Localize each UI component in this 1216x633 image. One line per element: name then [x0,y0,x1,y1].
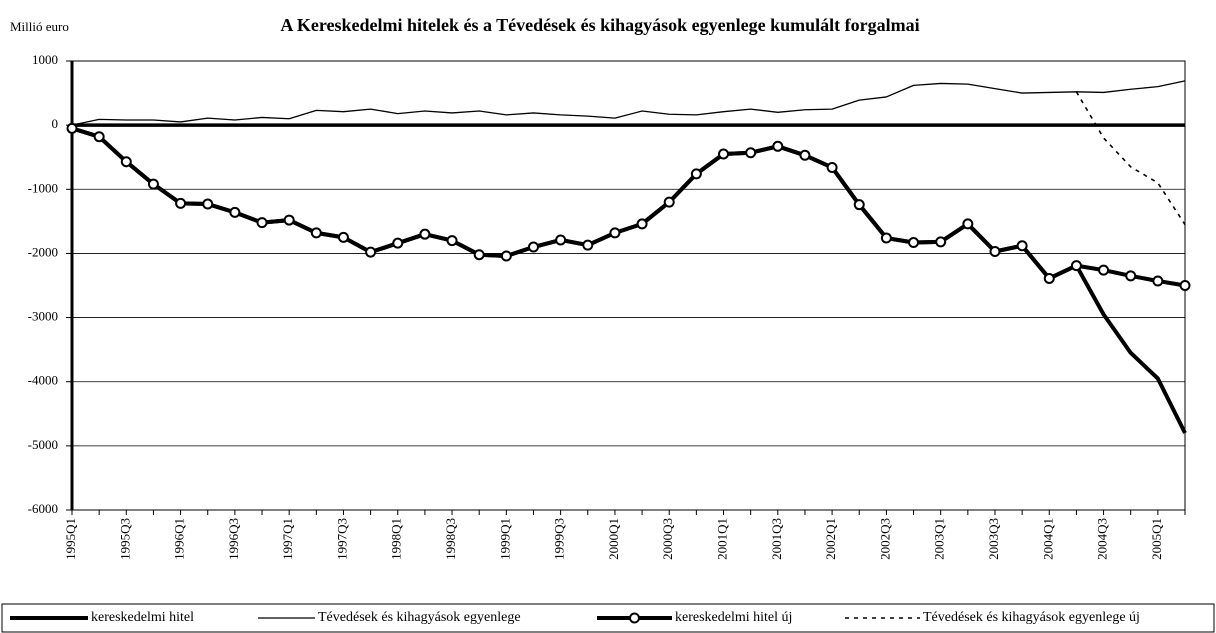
point-marker [419,228,431,240]
chart-title: A Kereskedelmi hitelek és a Tévedések és… [280,15,919,35]
point-marker [66,122,78,134]
legend-box [1,603,1215,633]
x-tick-label: 1996Q1 [172,518,187,560]
point-marker [853,199,865,211]
legend-label: Tévedések és kihagyások egyenlege [318,610,521,625]
point-marker [799,149,811,161]
x-tick-label: 1997Q3 [334,518,349,560]
point-marker [256,217,268,229]
point-marker [582,239,594,251]
point-marker [718,148,730,160]
series-line [1075,91,1186,226]
legend-label: kereskedelmi hitel új [675,610,792,625]
x-tick-label: 2000Q3 [660,518,675,560]
x-tick-label: 2003Q1 [932,518,947,560]
y-tick-label: 1000 [32,52,58,67]
x-tick-label: 1995Q1 [63,518,78,560]
y-axis-label: Millió euro [10,19,69,34]
x-tick-label: 2002Q1 [823,518,838,560]
point-marker [337,231,349,243]
x-tick-label: 2003Q3 [986,518,1001,560]
legend-marker [629,612,640,624]
legend-label: kereskedelmi hitel [91,610,194,625]
legend-label: Tévedések és kihagyások egyenlege új [923,610,1140,625]
point-marker [826,161,838,173]
point-marker [989,246,1001,258]
x-tick-label: 1995Q3 [117,518,132,560]
point-marker [636,218,648,230]
point-marker [772,140,784,152]
point-marker [962,218,974,230]
point-marker [202,198,214,210]
x-tick-label: 1998Q3 [443,518,458,560]
point-marker [147,178,159,190]
x-tick-label: 2000Q1 [606,518,621,560]
y-tick-label: -1000 [28,180,58,195]
point-marker [175,197,187,209]
point-marker [1179,280,1191,291]
point-marker [690,168,702,180]
point-marker [446,235,458,247]
x-tick-label: 2004Q3 [1095,518,1110,560]
x-tick-label: 2004Q1 [1040,518,1055,560]
point-marker [663,196,675,208]
point-marker [229,206,241,218]
point-marker [1152,275,1164,287]
point-marker [473,249,485,261]
y-tick-label: -6000 [28,501,58,516]
y-tick-label: -3000 [28,309,58,324]
y-tick-label: -2000 [28,244,58,259]
x-tick-label: 1998Q1 [389,518,404,560]
point-marker [935,236,947,248]
point-marker [283,214,295,226]
x-tick-label: 2005Q1 [1149,518,1164,560]
point-marker [392,237,404,249]
point-marker [310,227,322,239]
point-marker [1070,260,1082,272]
point-marker [1098,264,1110,276]
point-marker [527,241,539,253]
plot-area [71,60,1186,511]
series-line [71,126,1186,288]
point-marker [500,250,512,262]
point-marker [880,232,892,244]
point-marker [609,227,621,239]
x-tick-label: 1999Q1 [497,518,512,560]
y-tick-label: 0 [52,116,59,131]
point-marker [745,147,757,159]
x-tick-label: 2002Q3 [877,518,892,560]
point-marker [555,234,567,246]
x-tick-label: 1996Q3 [226,518,241,560]
x-tick-label: 2001Q3 [769,518,784,560]
point-marker [120,156,132,168]
x-tick-label: 1999Q3 [552,518,567,560]
point-marker [1125,270,1137,282]
point-marker [93,131,105,143]
x-tick-label: 2001Q1 [714,518,729,560]
point-marker [908,237,920,249]
y-tick-label: -5000 [28,437,58,452]
y-tick-label: -4000 [28,373,58,388]
point-marker [1016,240,1028,252]
series-line [71,126,1187,434]
x-tick-label: 1997Q1 [280,518,295,560]
series-line [71,80,1186,126]
point-marker [365,246,377,258]
point-marker [1043,272,1055,284]
